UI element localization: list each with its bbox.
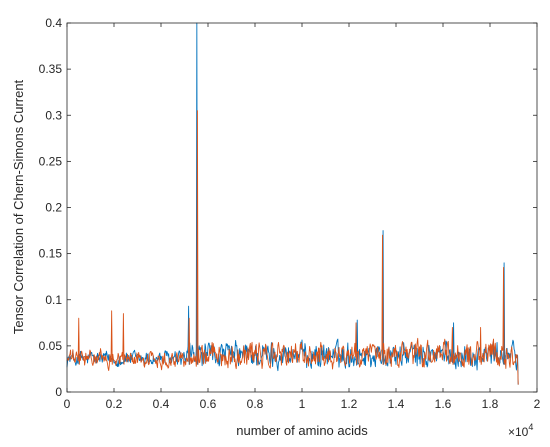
x-axis-label: number of amino acids <box>236 423 368 438</box>
x-tick-label: 1.6 <box>435 397 452 411</box>
series-line-2 <box>66 110 519 385</box>
x-tick-label: 0.8 <box>247 397 264 411</box>
x-tick-label: 0.6 <box>200 397 217 411</box>
x-tick-label: 2 <box>534 397 541 411</box>
y-axis-ticks: 0 0.05 0.1 0.15 0.2 0.25 0.3 0.35 0.4 <box>39 16 537 399</box>
x-tick-label: 1.8 <box>482 397 499 411</box>
x-tick-label: 0 <box>64 397 71 411</box>
x-tick-label: 1 <box>299 397 306 411</box>
y-tick-label: 0.35 <box>39 62 63 76</box>
y-tick-label: 0.15 <box>39 247 63 261</box>
y-tick-label: 0.05 <box>39 339 63 353</box>
y-tick-label: 0.3 <box>45 108 62 122</box>
x-axis-exponent: ×104 <box>508 422 533 439</box>
y-tick-label: 0 <box>55 385 62 399</box>
x-axis-exponent-power: 4 <box>528 422 533 432</box>
x-tick-label: 0.2 <box>106 397 123 411</box>
x-tick-label: 0.4 <box>153 397 170 411</box>
y-tick-label: 0.25 <box>39 154 63 168</box>
y-tick-label: 0.1 <box>45 293 62 307</box>
series-layer <box>66 22 519 385</box>
y-tick-label: 0.4 <box>45 16 62 30</box>
plot-background <box>67 23 537 392</box>
x-tick-label: 1.2 <box>341 397 358 411</box>
x-axis-ticks: 0 0.2 0.4 0.6 0.8 1 1.2 1.4 1.6 1.8 2 <box>64 23 541 411</box>
y-tick-label: 0.2 <box>45 201 62 215</box>
y-axis-label: Tensor Correlation of Chern-Simons Curre… <box>11 79 26 334</box>
x-tick-label: 1.4 <box>388 397 405 411</box>
x-axis-exponent-base: ×10 <box>508 425 529 439</box>
